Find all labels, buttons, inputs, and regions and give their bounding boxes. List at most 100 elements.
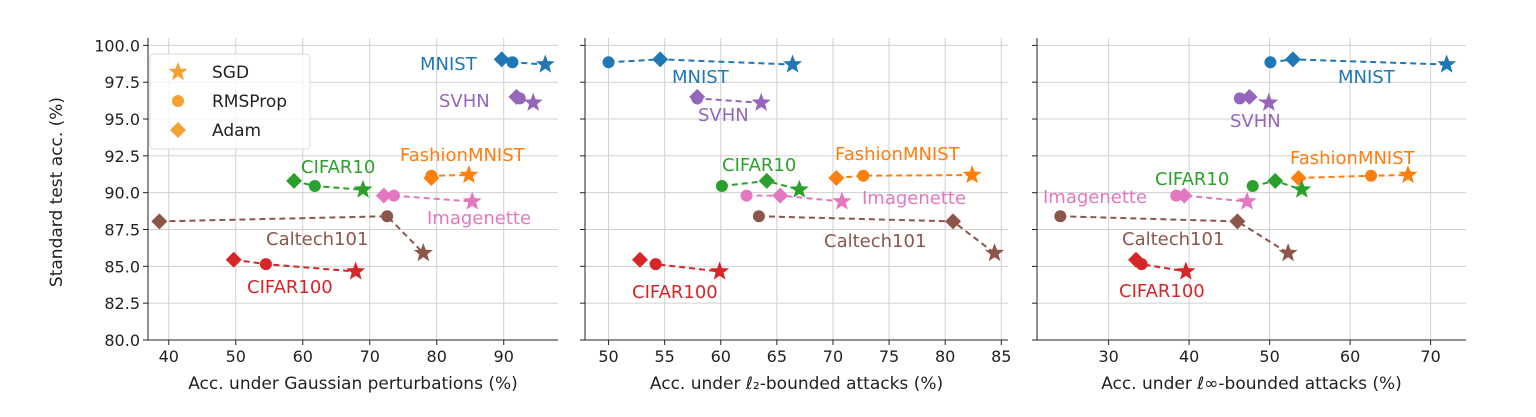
- series-imagenette: Imagenette: [1043, 187, 1257, 210]
- point-adam: [945, 213, 962, 230]
- x-tick-label: 50: [1259, 347, 1279, 366]
- point-sgd: [832, 191, 852, 210]
- series-label: Imagenette: [862, 188, 966, 209]
- point-rmsprop: [1054, 210, 1067, 223]
- legend-item-sgd: SGD: [168, 62, 249, 83]
- point-sgd: [1437, 54, 1457, 73]
- point-adam: [375, 187, 392, 204]
- x-tick-label: 60: [1340, 347, 1360, 366]
- point-adam: [1267, 172, 1284, 189]
- point-adam: [1241, 88, 1258, 105]
- legend-marker-adam: [170, 122, 186, 138]
- point-rmsprop: [259, 258, 272, 271]
- series-line: [159, 215, 425, 254]
- series-svhn: SVHN: [689, 88, 771, 126]
- point-sgd: [962, 165, 982, 184]
- point-rmsprop: [1264, 56, 1277, 69]
- series-line: [233, 258, 356, 273]
- point-adam: [652, 51, 669, 68]
- point-rmsprop: [740, 189, 753, 202]
- series-caltech101: Caltech101: [752, 210, 1004, 262]
- point-adam: [1290, 169, 1307, 186]
- x-tick-label: 60: [711, 347, 731, 366]
- legend-item-rmsprop: RMSProp: [172, 92, 287, 112]
- legend-frame: [149, 53, 311, 150]
- series-caltech101: Caltech101: [151, 210, 433, 262]
- x-tick-label: 65: [767, 347, 787, 366]
- point-rmsprop: [752, 210, 765, 223]
- y-axis-label: Standard test acc. (%): [47, 97, 67, 287]
- series-label: Imagenette: [1043, 187, 1147, 208]
- point-rmsprop: [1246, 180, 1259, 193]
- panel-3: 30 40 50 60 70 Acc. under ℓ∞-bounded attacks …: [1032, 38, 1466, 394]
- y-tick-label: 87.5: [104, 221, 140, 240]
- series-fashionmnist: FashionMNIST: [400, 145, 526, 186]
- x-tick-label: 75: [879, 347, 899, 366]
- x-tick-label: 50: [598, 347, 618, 366]
- point-rmsprop: [381, 210, 394, 223]
- point-adam: [758, 172, 775, 189]
- point-adam: [828, 169, 845, 186]
- point-adam: [225, 251, 242, 268]
- point-rmsprop: [649, 258, 662, 271]
- panel-2: 50 55 60 65 70 75 80 85 Acc. under ℓ₂-bounded at…: [580, 38, 1011, 394]
- series-caltech101: Caltech101: [1054, 210, 1298, 262]
- series-label: CIFAR10: [1155, 169, 1229, 190]
- series-label: CIFAR10: [301, 157, 375, 178]
- y-tick-label: 100.0: [94, 36, 140, 55]
- point-sgd: [353, 179, 373, 198]
- point-adam: [631, 251, 648, 268]
- y-tick-label: 97.5: [104, 73, 140, 92]
- x-tick-label: 70: [1420, 347, 1440, 366]
- point-adam: [151, 213, 168, 230]
- point-adam: [493, 51, 510, 68]
- legend-marker-rmsprop: [172, 95, 184, 107]
- series-line: [1298, 174, 1409, 179]
- series-label: MNIST: [672, 67, 730, 88]
- x-tick-label: 50: [226, 347, 246, 366]
- point-adam: [1284, 51, 1301, 68]
- point-sgd: [1176, 261, 1196, 280]
- point-sgd: [459, 165, 479, 184]
- point-sgd: [1237, 191, 1257, 210]
- y-tick-label: 85.0: [104, 257, 140, 276]
- series-line: [608, 58, 793, 66]
- panel-1: 80.0 82.5 85.0 87.5 90.0 92.5 95.0 97.5 100.0 40 5…: [94, 36, 558, 394]
- legend-label: SGD: [212, 63, 249, 83]
- point-sgd: [1292, 179, 1312, 198]
- series-label: CIFAR10: [722, 155, 796, 176]
- x-tick-label: 70: [360, 347, 380, 366]
- series-fashionmnist: FashionMNIST: [828, 144, 982, 186]
- series-label: SVHN: [439, 91, 490, 112]
- legend-marker-sgd: [168, 62, 188, 81]
- point-sgd: [413, 243, 433, 262]
- series-imagenette: Imagenette: [375, 187, 531, 229]
- point-rmsprop: [1170, 189, 1183, 202]
- legend-label: RMSProp: [212, 92, 287, 112]
- series-label: Caltech101: [266, 229, 368, 250]
- x-tick-label: 40: [159, 347, 179, 366]
- legend-item-adam: Adam: [170, 121, 261, 141]
- series-label: Caltech101: [824, 231, 926, 252]
- point-sgd: [462, 191, 482, 210]
- point-sgd: [1278, 243, 1298, 262]
- series-label: MNIST: [420, 54, 478, 75]
- point-rmsprop: [425, 169, 438, 182]
- point-sgd: [523, 92, 543, 111]
- legend: SGD RMSProp Adam: [149, 53, 311, 150]
- point-adam: [286, 172, 303, 189]
- x-axis-label: Acc. under ℓ₂-bounded attacks (%): [650, 374, 943, 394]
- point-sgd: [789, 179, 809, 198]
- x-tick-label: 60: [293, 347, 313, 366]
- y-tick-label: 90.0: [104, 184, 140, 203]
- series-mnist: MNIST: [602, 51, 803, 88]
- point-sgd: [346, 261, 366, 280]
- series-svhn: SVHN: [439, 88, 543, 112]
- series-label: MNIST: [1338, 67, 1396, 88]
- y-tick-label: 80.0: [104, 331, 140, 350]
- y-tick-label: 82.5: [104, 294, 140, 313]
- series-svhn: SVHN: [1230, 88, 1281, 132]
- series-label: CIFAR100: [247, 277, 333, 298]
- series-line: [696, 96, 762, 104]
